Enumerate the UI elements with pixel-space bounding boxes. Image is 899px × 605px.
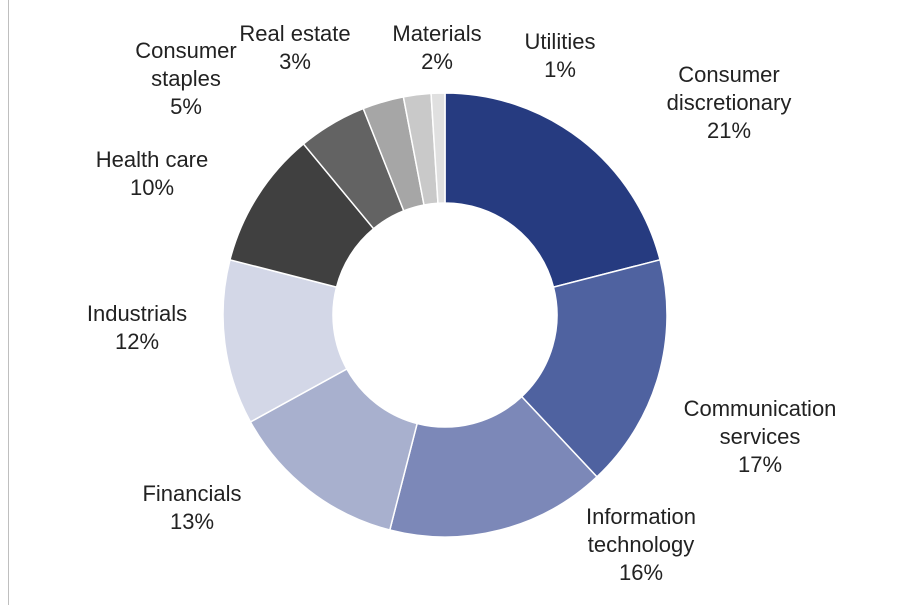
slice-label: Utilities 1% xyxy=(505,28,615,84)
slice-label: Health care 10% xyxy=(67,146,237,202)
category-name: Materials xyxy=(392,21,482,46)
donut-slice xyxy=(430,92,446,205)
percent-label: 16% xyxy=(618,560,664,585)
category-name: Real estate xyxy=(239,21,351,46)
slice-label: Materials 2% xyxy=(372,20,502,76)
donut-slice xyxy=(388,395,599,538)
percent-label: 12% xyxy=(114,329,160,354)
slice-label: Consumer discretionary 21% xyxy=(644,61,814,145)
category-name: Consumer discretionary xyxy=(666,62,792,115)
category-name: Health care xyxy=(95,147,209,172)
slice-label: Consumer staples 5% xyxy=(131,37,241,121)
slice-label: Information technology 16% xyxy=(556,503,726,587)
slice-label: Communication services 17% xyxy=(655,395,865,479)
slice-label: Real estate 3% xyxy=(230,20,360,76)
slice-label: Financials 13% xyxy=(122,480,262,536)
category-name: Consumer staples xyxy=(135,38,237,91)
percent-label: 17% xyxy=(737,452,783,477)
slice-label: Industrials 12% xyxy=(67,300,207,356)
donut-slice xyxy=(520,258,668,478)
donut-slice xyxy=(444,92,661,289)
percent-label: 13% xyxy=(169,509,215,534)
category-name: Communication services xyxy=(683,396,837,449)
category-name: Financials xyxy=(142,481,242,506)
category-name: Utilities xyxy=(524,29,596,54)
category-name: Industrials xyxy=(86,301,188,326)
percent-label: 1% xyxy=(544,57,576,82)
percent-label: 5% xyxy=(170,94,202,119)
percent-label: 3% xyxy=(279,49,311,74)
percent-label: 21% xyxy=(706,118,752,143)
percent-label: 10% xyxy=(129,175,175,200)
category-name: Information technology xyxy=(585,504,697,557)
percent-label: 2% xyxy=(421,49,453,74)
